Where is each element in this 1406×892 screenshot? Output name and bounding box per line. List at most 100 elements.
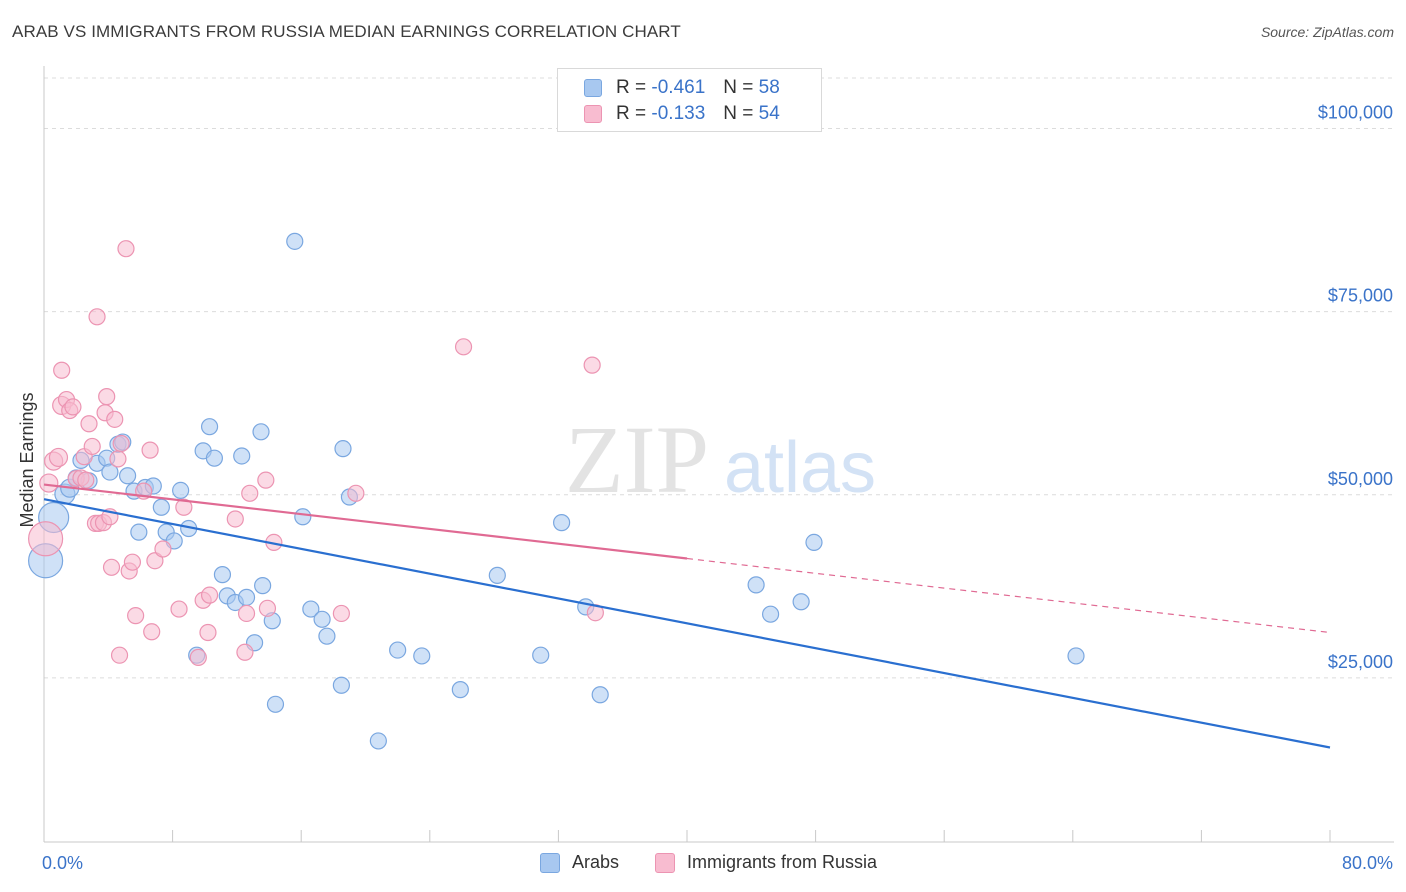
arabs-point: [233, 447, 251, 465]
russia-point: [257, 471, 275, 489]
arabs-point: [761, 605, 780, 623]
arabs-point: [451, 681, 469, 699]
arabs-point: [237, 588, 256, 606]
watermark-atlas: atlas: [724, 428, 876, 508]
russia-point: [583, 356, 601, 374]
russia-point: [106, 410, 124, 428]
russia-point: [88, 308, 106, 326]
russia-point: [112, 434, 130, 453]
russia-point: [143, 623, 161, 641]
russia-point: [141, 441, 159, 459]
legend-label: Immigrants from Russia: [687, 852, 878, 872]
arabs-point: [266, 695, 285, 713]
arabs-point: [413, 647, 431, 665]
arabs-point: [805, 533, 823, 552]
y-tick-label: $25,000: [1328, 652, 1393, 672]
russia-point: [53, 361, 71, 379]
n-label: N =: [723, 77, 754, 98]
russia-point: [175, 498, 193, 516]
legend-label: Arabs: [572, 852, 620, 872]
arabs-point: [252, 423, 270, 441]
n-value: 54: [758, 103, 780, 124]
y-tick-label: $100,000: [1318, 103, 1393, 123]
russia-point: [154, 540, 172, 558]
axes: [43, 66, 1394, 843]
y-tick-labels: $25,000 $50,000 $75,000 $100,000: [1318, 103, 1393, 672]
trend-lines: [43, 483, 1331, 749]
arabs-point: [286, 232, 304, 250]
arabs-point: [532, 646, 550, 664]
arabs-point: [294, 508, 312, 526]
russia-point: [64, 398, 82, 416]
arabs-point: [200, 418, 219, 436]
data-points: [28, 232, 1085, 750]
russia-point: [170, 600, 188, 618]
arabs-swatch: [540, 852, 560, 873]
arabs-point: [130, 523, 148, 541]
legend-item-arabs[interactable]: Arabs: [540, 852, 619, 873]
y-tick-label: $75,000: [1328, 286, 1393, 306]
russia-point: [258, 599, 277, 617]
russia-point: [123, 553, 142, 571]
russia-point: [189, 648, 207, 667]
russia-point: [332, 604, 350, 623]
n-value: 58: [758, 77, 780, 98]
arabs-point: [488, 566, 506, 584]
russia-point: [80, 415, 98, 433]
russia-point: [39, 473, 59, 493]
russia-point: [241, 484, 259, 502]
legend-row-arabs: R = -0.461 N = 58: [584, 76, 780, 100]
arabs-point: [254, 577, 272, 595]
arabs-point: [101, 463, 119, 481]
arabs-point: [553, 514, 571, 532]
arabs-point: [172, 481, 190, 499]
arabs-point: [389, 641, 407, 659]
russia-point: [83, 437, 101, 456]
arabs-point: [591, 686, 609, 704]
russia-trend-extension: [686, 557, 1331, 634]
russia-points: [28, 240, 604, 667]
arabs-point: [747, 576, 765, 594]
r-label: R =: [616, 77, 647, 98]
y-tick-label: $50,000: [1328, 469, 1393, 489]
russia-point: [199, 623, 217, 642]
russia-point: [98, 388, 116, 406]
russia-point: [200, 586, 219, 604]
arabs-point: [792, 593, 810, 611]
arabs-trend-line: [43, 498, 1331, 749]
russia-point: [102, 558, 121, 576]
russia-point: [117, 240, 135, 258]
russia-point: [236, 643, 254, 661]
arabs-point: [1067, 647, 1085, 665]
r-label: R =: [616, 103, 647, 124]
arabs-point: [152, 498, 170, 516]
arabs-points: [28, 232, 1085, 750]
arabs-point: [213, 566, 232, 584]
russia-point: [77, 471, 95, 489]
arabs-point: [205, 449, 223, 467]
russia-point: [226, 510, 244, 528]
russia-swatch: [584, 105, 602, 123]
russia-point: [110, 646, 129, 664]
watermark-zip: ZIP: [565, 406, 709, 513]
arabs-point: [302, 600, 320, 618]
x-axis-max-label: 80.0%: [1341, 853, 1393, 873]
arabs-point: [118, 467, 137, 485]
arabs-point: [369, 732, 387, 750]
source-credit: Source: ZipAtlas.com: [1260, 24, 1394, 40]
russia-point: [109, 450, 127, 468]
correlation-legend: R = -0.461 N = 58 R = -0.133 N = 54: [557, 68, 822, 132]
arabs-swatch: [584, 79, 602, 97]
russia-point: [28, 521, 64, 557]
legend-item-russia[interactable]: Immigrants from Russia: [655, 852, 877, 873]
grid-lines: [44, 77, 1394, 679]
y-axis-label: Median Earnings: [17, 392, 37, 527]
series-legend: Arabs Immigrants from Russia: [0, 852, 1406, 878]
russia-swatch: [655, 852, 675, 873]
russia-point: [237, 604, 256, 623]
chart-title: ARAB VS IMMIGRANTS FROM RUSSIA MEDIAN EA…: [12, 22, 681, 41]
arabs-point: [334, 440, 352, 458]
russia-point: [347, 484, 365, 502]
russia-point: [127, 607, 145, 625]
